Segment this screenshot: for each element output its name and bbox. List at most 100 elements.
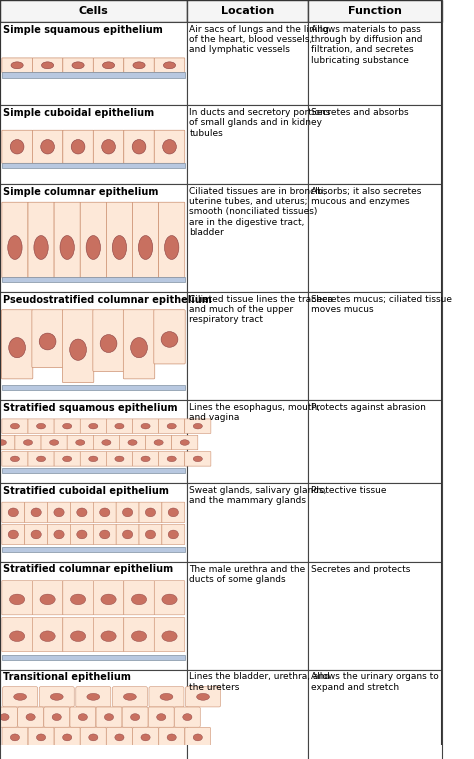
- Ellipse shape: [10, 424, 19, 429]
- Bar: [2, 468, 185, 473]
- Ellipse shape: [71, 631, 86, 641]
- Ellipse shape: [164, 61, 175, 69]
- Text: Stratified squamous epithelium: Stratified squamous epithelium: [3, 402, 177, 412]
- Ellipse shape: [167, 456, 176, 461]
- Text: Transitional epithelium: Transitional epithelium: [3, 672, 131, 682]
- Bar: [187, 669, 308, 759]
- Text: In ducts and secretory portions
of small glands and in kidney
tubules: In ducts and secretory portions of small…: [190, 108, 331, 138]
- Bar: [308, 669, 442, 759]
- FancyBboxPatch shape: [93, 435, 119, 450]
- FancyBboxPatch shape: [154, 618, 185, 652]
- FancyBboxPatch shape: [154, 581, 185, 615]
- Ellipse shape: [100, 335, 117, 352]
- Ellipse shape: [31, 508, 41, 517]
- FancyBboxPatch shape: [3, 687, 37, 707]
- Text: Stratified cuboidal epithelium: Stratified cuboidal epithelium: [3, 486, 169, 496]
- Ellipse shape: [54, 530, 64, 539]
- FancyBboxPatch shape: [32, 310, 64, 367]
- FancyBboxPatch shape: [2, 419, 28, 433]
- FancyBboxPatch shape: [185, 419, 211, 433]
- Text: Lines the esophagus, mouth,
and vagina: Lines the esophagus, mouth, and vagina: [190, 402, 320, 422]
- Ellipse shape: [89, 734, 98, 741]
- FancyBboxPatch shape: [25, 502, 47, 523]
- FancyBboxPatch shape: [93, 581, 124, 615]
- Ellipse shape: [10, 734, 19, 741]
- Ellipse shape: [31, 530, 41, 539]
- Ellipse shape: [160, 694, 173, 701]
- FancyBboxPatch shape: [154, 58, 185, 73]
- Bar: [308, 105, 442, 184]
- Ellipse shape: [102, 439, 111, 446]
- FancyBboxPatch shape: [54, 452, 80, 466]
- Bar: [187, 291, 308, 399]
- FancyBboxPatch shape: [80, 419, 106, 433]
- Ellipse shape: [115, 456, 124, 461]
- Ellipse shape: [52, 713, 61, 720]
- Ellipse shape: [100, 508, 110, 517]
- Ellipse shape: [156, 713, 166, 720]
- Bar: [0, 562, 187, 669]
- Text: Protects against abrasion: Protects against abrasion: [311, 402, 426, 411]
- Ellipse shape: [54, 508, 64, 517]
- FancyBboxPatch shape: [154, 131, 185, 163]
- Ellipse shape: [71, 140, 85, 154]
- Ellipse shape: [40, 594, 55, 605]
- FancyBboxPatch shape: [106, 452, 133, 466]
- FancyBboxPatch shape: [55, 727, 80, 748]
- Bar: [308, 399, 442, 483]
- Bar: [187, 562, 308, 669]
- Ellipse shape: [193, 424, 202, 429]
- Ellipse shape: [141, 424, 150, 429]
- Bar: [0, 669, 187, 759]
- FancyBboxPatch shape: [18, 707, 44, 727]
- Text: Location: Location: [220, 6, 274, 16]
- Ellipse shape: [40, 631, 55, 641]
- Bar: [0, 291, 187, 399]
- Ellipse shape: [162, 594, 177, 605]
- Ellipse shape: [133, 61, 145, 69]
- Ellipse shape: [123, 694, 137, 701]
- Ellipse shape: [60, 235, 74, 260]
- Ellipse shape: [104, 713, 114, 720]
- Text: Simple columnar epithelium: Simple columnar epithelium: [3, 187, 158, 197]
- FancyBboxPatch shape: [63, 581, 93, 615]
- Ellipse shape: [167, 734, 176, 741]
- Ellipse shape: [87, 694, 100, 701]
- FancyBboxPatch shape: [28, 452, 54, 466]
- Bar: [308, 562, 442, 669]
- Ellipse shape: [128, 439, 137, 446]
- Ellipse shape: [34, 235, 48, 260]
- FancyBboxPatch shape: [185, 452, 211, 466]
- FancyBboxPatch shape: [159, 727, 184, 748]
- Bar: [0, 184, 187, 291]
- FancyBboxPatch shape: [28, 202, 54, 278]
- Bar: [308, 0, 442, 21]
- Text: Ciliated tissue lines the trachea
and much of the upper
respiratory tract: Ciliated tissue lines the trachea and mu…: [190, 294, 333, 324]
- FancyBboxPatch shape: [116, 502, 139, 523]
- FancyBboxPatch shape: [63, 131, 93, 163]
- Ellipse shape: [86, 235, 100, 260]
- FancyBboxPatch shape: [2, 727, 28, 748]
- Bar: [187, 184, 308, 291]
- Bar: [187, 483, 308, 562]
- FancyBboxPatch shape: [28, 419, 54, 433]
- Text: Lines the bladder, urethra, and
the ureters: Lines the bladder, urethra, and the uret…: [190, 672, 330, 692]
- Ellipse shape: [115, 734, 124, 741]
- Ellipse shape: [168, 508, 179, 517]
- FancyBboxPatch shape: [93, 58, 124, 73]
- FancyBboxPatch shape: [32, 58, 63, 73]
- FancyBboxPatch shape: [41, 435, 67, 450]
- FancyBboxPatch shape: [0, 707, 18, 727]
- FancyBboxPatch shape: [2, 202, 28, 278]
- FancyBboxPatch shape: [2, 452, 28, 466]
- Ellipse shape: [78, 713, 88, 720]
- Ellipse shape: [112, 235, 127, 260]
- Ellipse shape: [8, 530, 18, 539]
- Ellipse shape: [197, 694, 210, 701]
- FancyBboxPatch shape: [71, 502, 93, 523]
- Ellipse shape: [146, 508, 155, 517]
- Ellipse shape: [8, 235, 22, 260]
- FancyBboxPatch shape: [71, 524, 93, 545]
- Ellipse shape: [154, 439, 163, 446]
- Ellipse shape: [193, 734, 202, 741]
